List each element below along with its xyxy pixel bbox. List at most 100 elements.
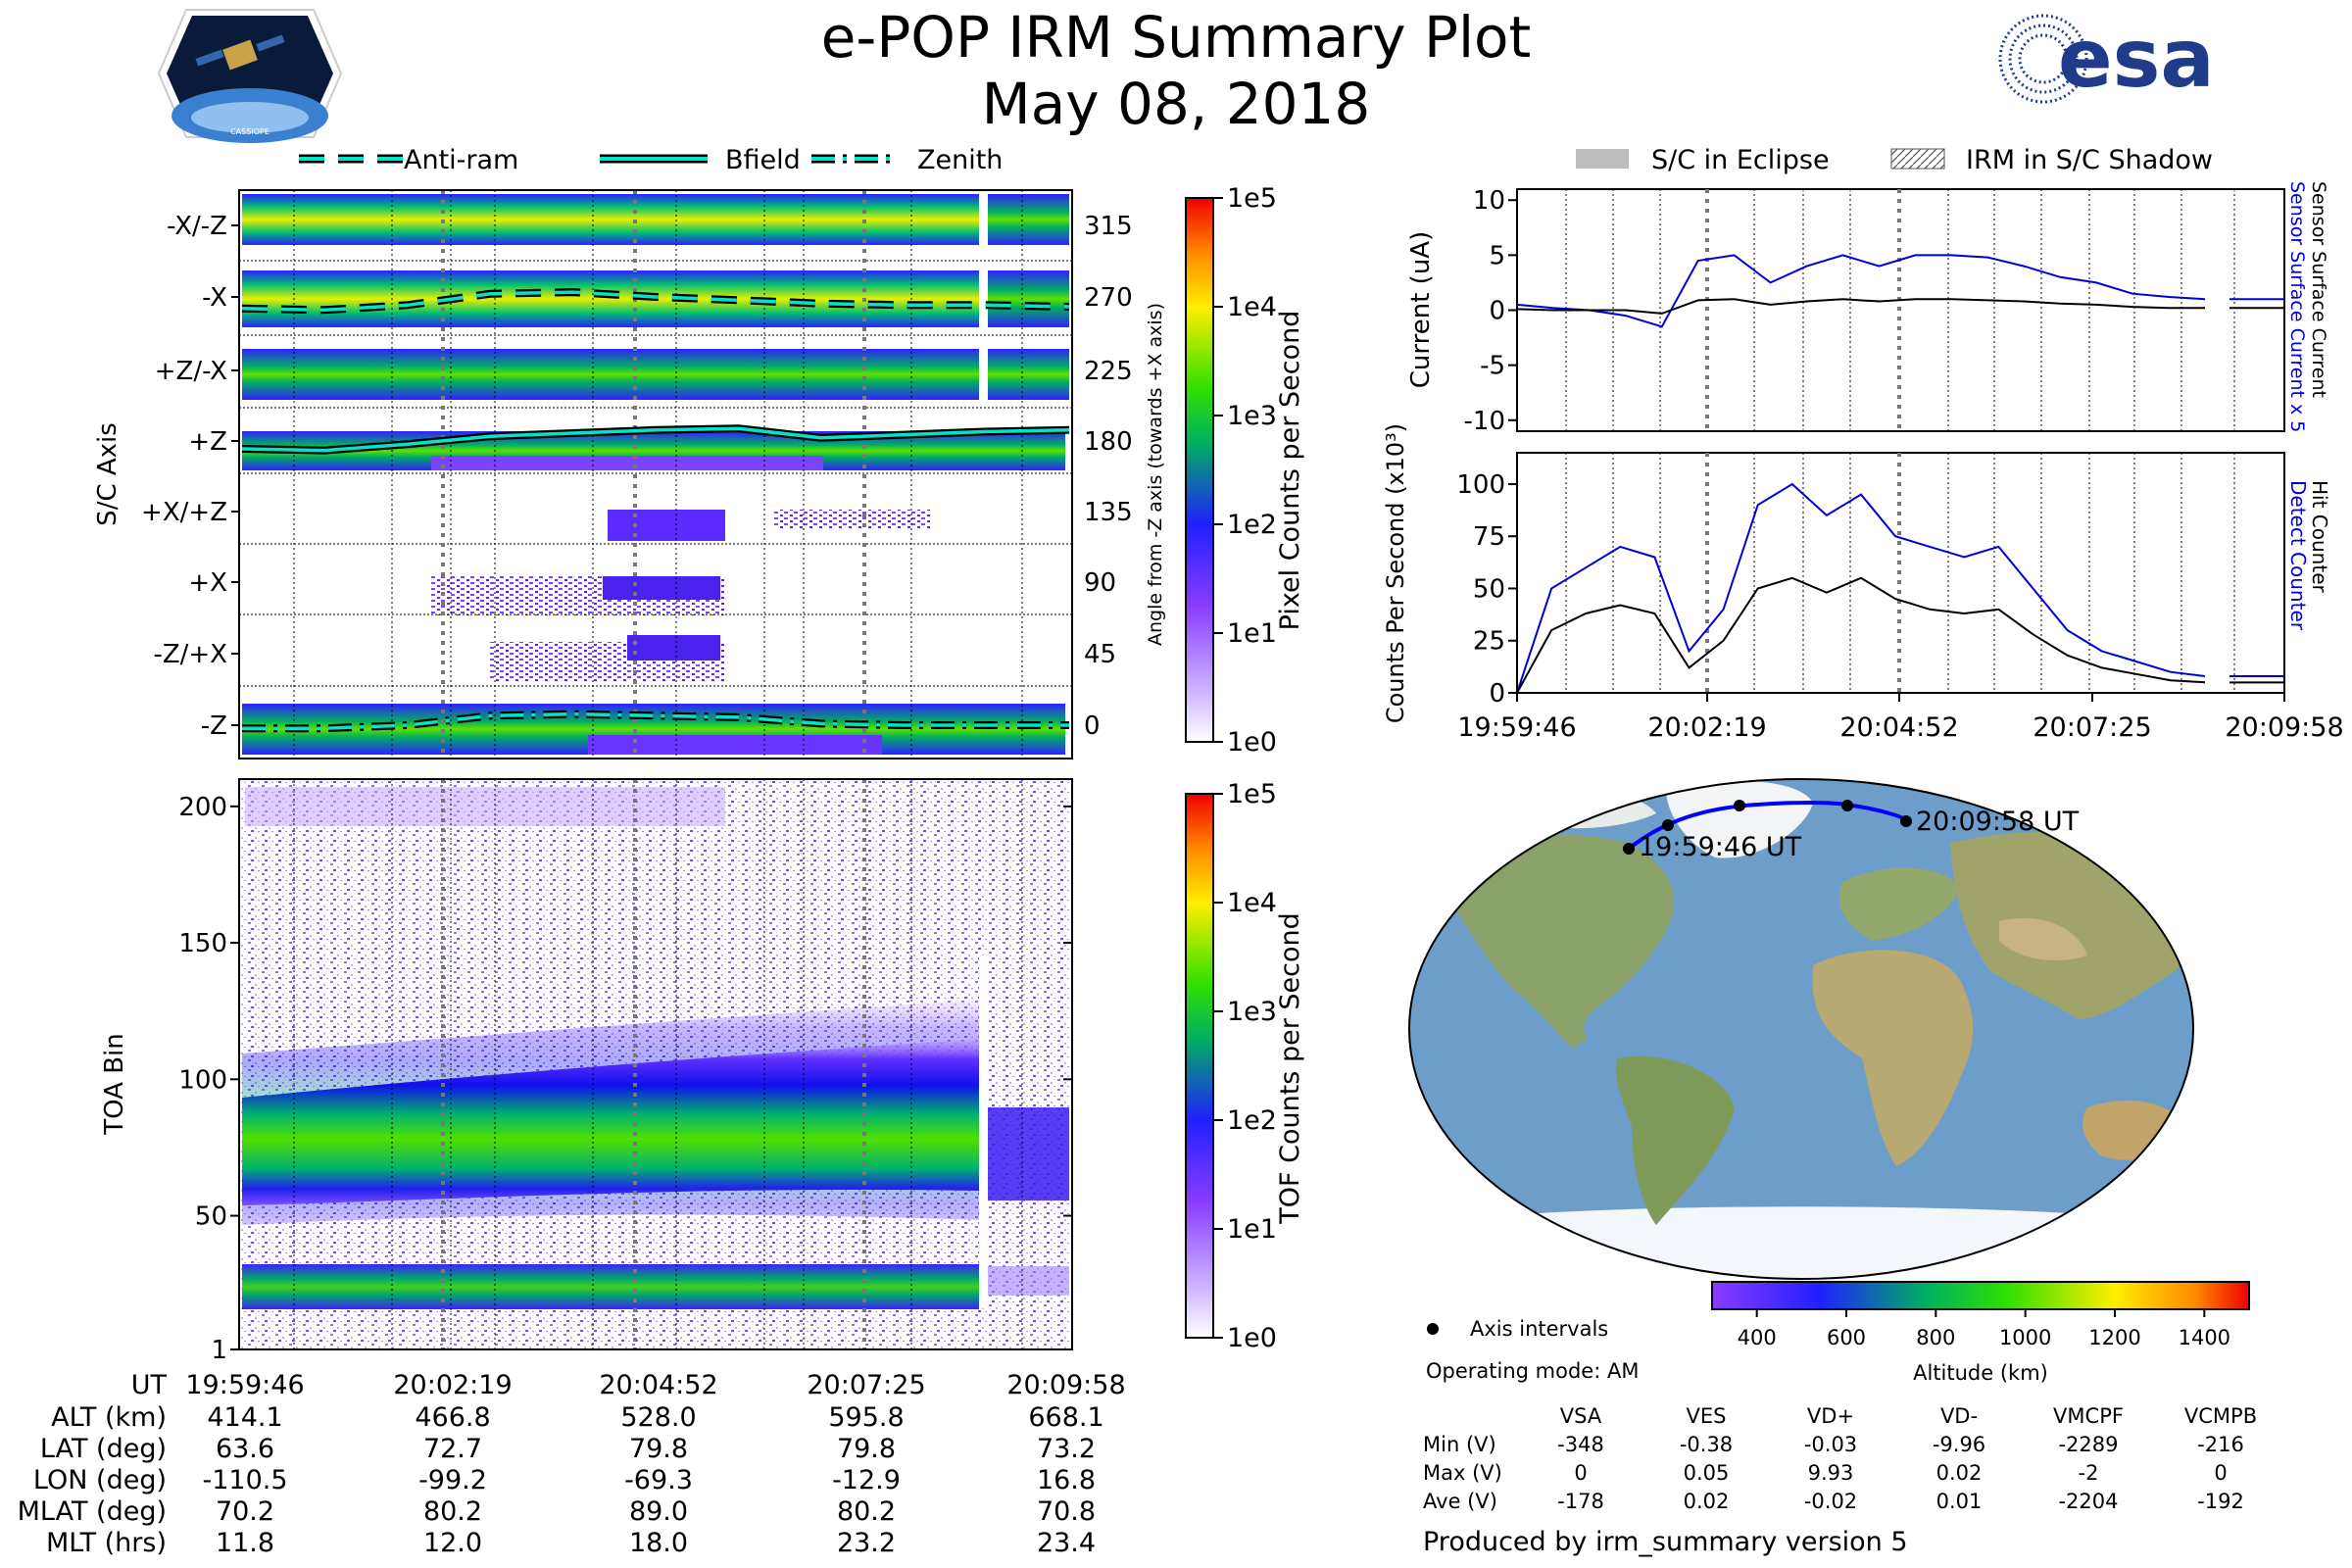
time-table-row-label: MLAT (deg) [18,1496,167,1527]
counts-series-line [1516,482,2206,694]
pixel-angle-tick: 135 [1084,498,1133,527]
time-table-ut-value: 20:02:19 [393,1370,512,1400]
time-table-cell: 72.7 [423,1434,482,1464]
toa-colorbar-tick: 1e2 [1227,1105,1277,1136]
current-panel: 10 5 0 -5 -10 Current (uA) Sensor Surface Cu… [1406,181,2329,436]
esa-logo: esa [1998,13,2215,106]
toa-colorbar-tick: 1e0 [1227,1323,1277,1353]
voltage-cell: 0.05 [1684,1461,1730,1485]
pixel-row-x-neg [242,270,1069,327]
pixel-colorbar-tick: 1e5 [1227,183,1277,214]
counts-right-label-0: Detect Counter [2286,480,2310,631]
counts-ytick: 25 [1473,627,1505,657]
map-start-label: 19:59:46 UT [1639,832,1802,862]
time-table-cell: 79.8 [837,1434,896,1464]
voltage-cell: -9.96 [1933,1433,1985,1456]
voltage-column-header: VSA [1560,1404,1602,1428]
pixel-colorbar-tick: 1e2 [1227,510,1277,540]
continent-africa [1812,950,1974,1166]
toa-ytick: 150 [178,929,227,958]
voltage-column-header: VD+ [1807,1404,1854,1428]
voltage-column-header: VES [1687,1404,1727,1428]
voltage-cell: -0.03 [1804,1433,1857,1456]
altitude-tick: 1400 [2179,1326,2230,1349]
voltage-cell: 0 [2214,1461,2227,1485]
current-ytick: 0 [1489,297,1505,326]
time-table-cell: -99.2 [418,1465,487,1495]
time-table-cell: 595.8 [828,1402,904,1433]
counts-ytick: 100 [1456,470,1505,500]
time-table-cell: 11.8 [216,1528,274,1558]
pixel-colorbar-label: Pixel Counts per Second [1275,311,1305,631]
pixel-colorbar: 1e5 1e4 1e3 1e2 1e1 1e0 Pixel Counts per Seco… [1185,183,1305,758]
current-series-line [1516,298,2205,315]
voltage-cell: 9.93 [1808,1461,1854,1485]
world-map: 19:59:46 UT 20:09:58 UT [1408,778,2194,1280]
time-table-cell: 414.1 [207,1402,282,1433]
continent-south-america [1615,1055,1735,1225]
pixel-ylabel-right: Angle from -Z axis (towards +X axis) [1145,303,1166,646]
counts-xtick: 20:04:52 [1839,712,1958,743]
continent-north-america [1450,834,1674,1049]
time-table-cell: 23.4 [1037,1528,1096,1558]
pixel-angle-tick: 45 [1084,640,1116,669]
eclipse-swatch [1576,149,1629,169]
voltage-column-header: VMCPF [2053,1404,2124,1428]
pixel-row-label: -Z/+X [153,640,227,669]
voltage-row-label: Ave (V) [1423,1490,1497,1513]
legend-zenith: Zenith [917,145,1003,175]
time-table-cell: 79.8 [629,1434,688,1464]
toa-colorbar-tick: 1e5 [1227,779,1277,809]
voltage-table: VSA VES VD+ VD- VMCPF VCMPB Min (V) -348 -0.38 -0… [1423,1404,2257,1513]
altitude-tick: 600 [1827,1326,1866,1349]
pixel-gridlines [293,190,1023,759]
toa-colorbar-tick: 1e3 [1227,997,1277,1027]
map-legend: Axis intervals Operating mode: AM [1426,1317,1639,1383]
voltage-cell: -216 [2197,1433,2244,1456]
counts-xtick: 20:02:19 [1647,712,1766,743]
time-table-cell: 70.2 [216,1496,274,1527]
time-table-cell: 80.2 [837,1496,896,1527]
counts-ytick: 50 [1473,574,1505,604]
pixel-angle-tick: 315 [1084,212,1133,241]
pixel-row-label: +X [188,568,227,598]
footer-credit: Produced by irm_summary version 5 [1423,1527,1908,1557]
voltage-cell: 0 [1574,1461,1587,1485]
toa-ytick: 50 [195,1202,227,1232]
pixel-row-label: +Z [188,427,227,457]
counts-ytick: 75 [1473,522,1505,552]
voltage-cell: -2 [2079,1461,2099,1485]
counts-xtick: 19:59:46 [1457,712,1576,743]
time-table-cell: 18.0 [629,1528,688,1558]
voltage-cell: 0.02 [1684,1490,1730,1513]
pixel-colorbar-tick: 1e0 [1227,727,1277,758]
continent-europe [1838,867,1960,941]
time-table-row-label: MLT (hrs) [46,1528,167,1558]
axis-intervals-label: Axis intervals [1470,1317,1608,1341]
altitude-label: Altitude (km) [1913,1361,2048,1385]
toa-ytick: 200 [178,793,227,822]
legend-eclipse: S/C in Eclipse [1651,145,1830,175]
altitude-colorbar: 400 600 800 1000 1200 1400 Altitude (km) [1711,1281,2250,1385]
current-series-line [1516,254,2206,328]
counts-xtick: 20:09:58 [2225,712,2343,743]
toa-colorbar-label: TOF Counts per Second [1275,912,1305,1225]
counts-panel: 100 75 50 25 019:59:46 20:02:19 20:04:52 20:07:… [1382,423,2344,743]
pixel-row-label: +Z/-X [155,357,227,386]
voltage-row-label: Min (V) [1423,1433,1496,1456]
current-ylabel: Current (uA) [1406,231,1436,388]
attitude-line-anti-ram [241,290,1070,313]
attitude-lines [241,288,1070,733]
altitude-tick: 1200 [2088,1326,2140,1349]
pixel-row-x-pos [431,576,725,615]
time-table-row-label: ALT (km) [51,1402,167,1433]
attitude-line-bfield [241,426,1070,453]
counts-ytick: 0 [1489,679,1505,709]
pixel-angle-tick: 90 [1084,568,1116,598]
axis-interval-markers [1623,800,1912,855]
pixel-colorbar-tick: 1e4 [1227,292,1277,322]
pixel-ylabel: S/C Axis [93,422,122,526]
shade-legend: S/C in Eclipse IRM in S/C Shadow [1576,145,2213,175]
time-table-ut-value: 19:59:46 [185,1370,304,1400]
time-table-cell: 89.0 [629,1496,688,1527]
